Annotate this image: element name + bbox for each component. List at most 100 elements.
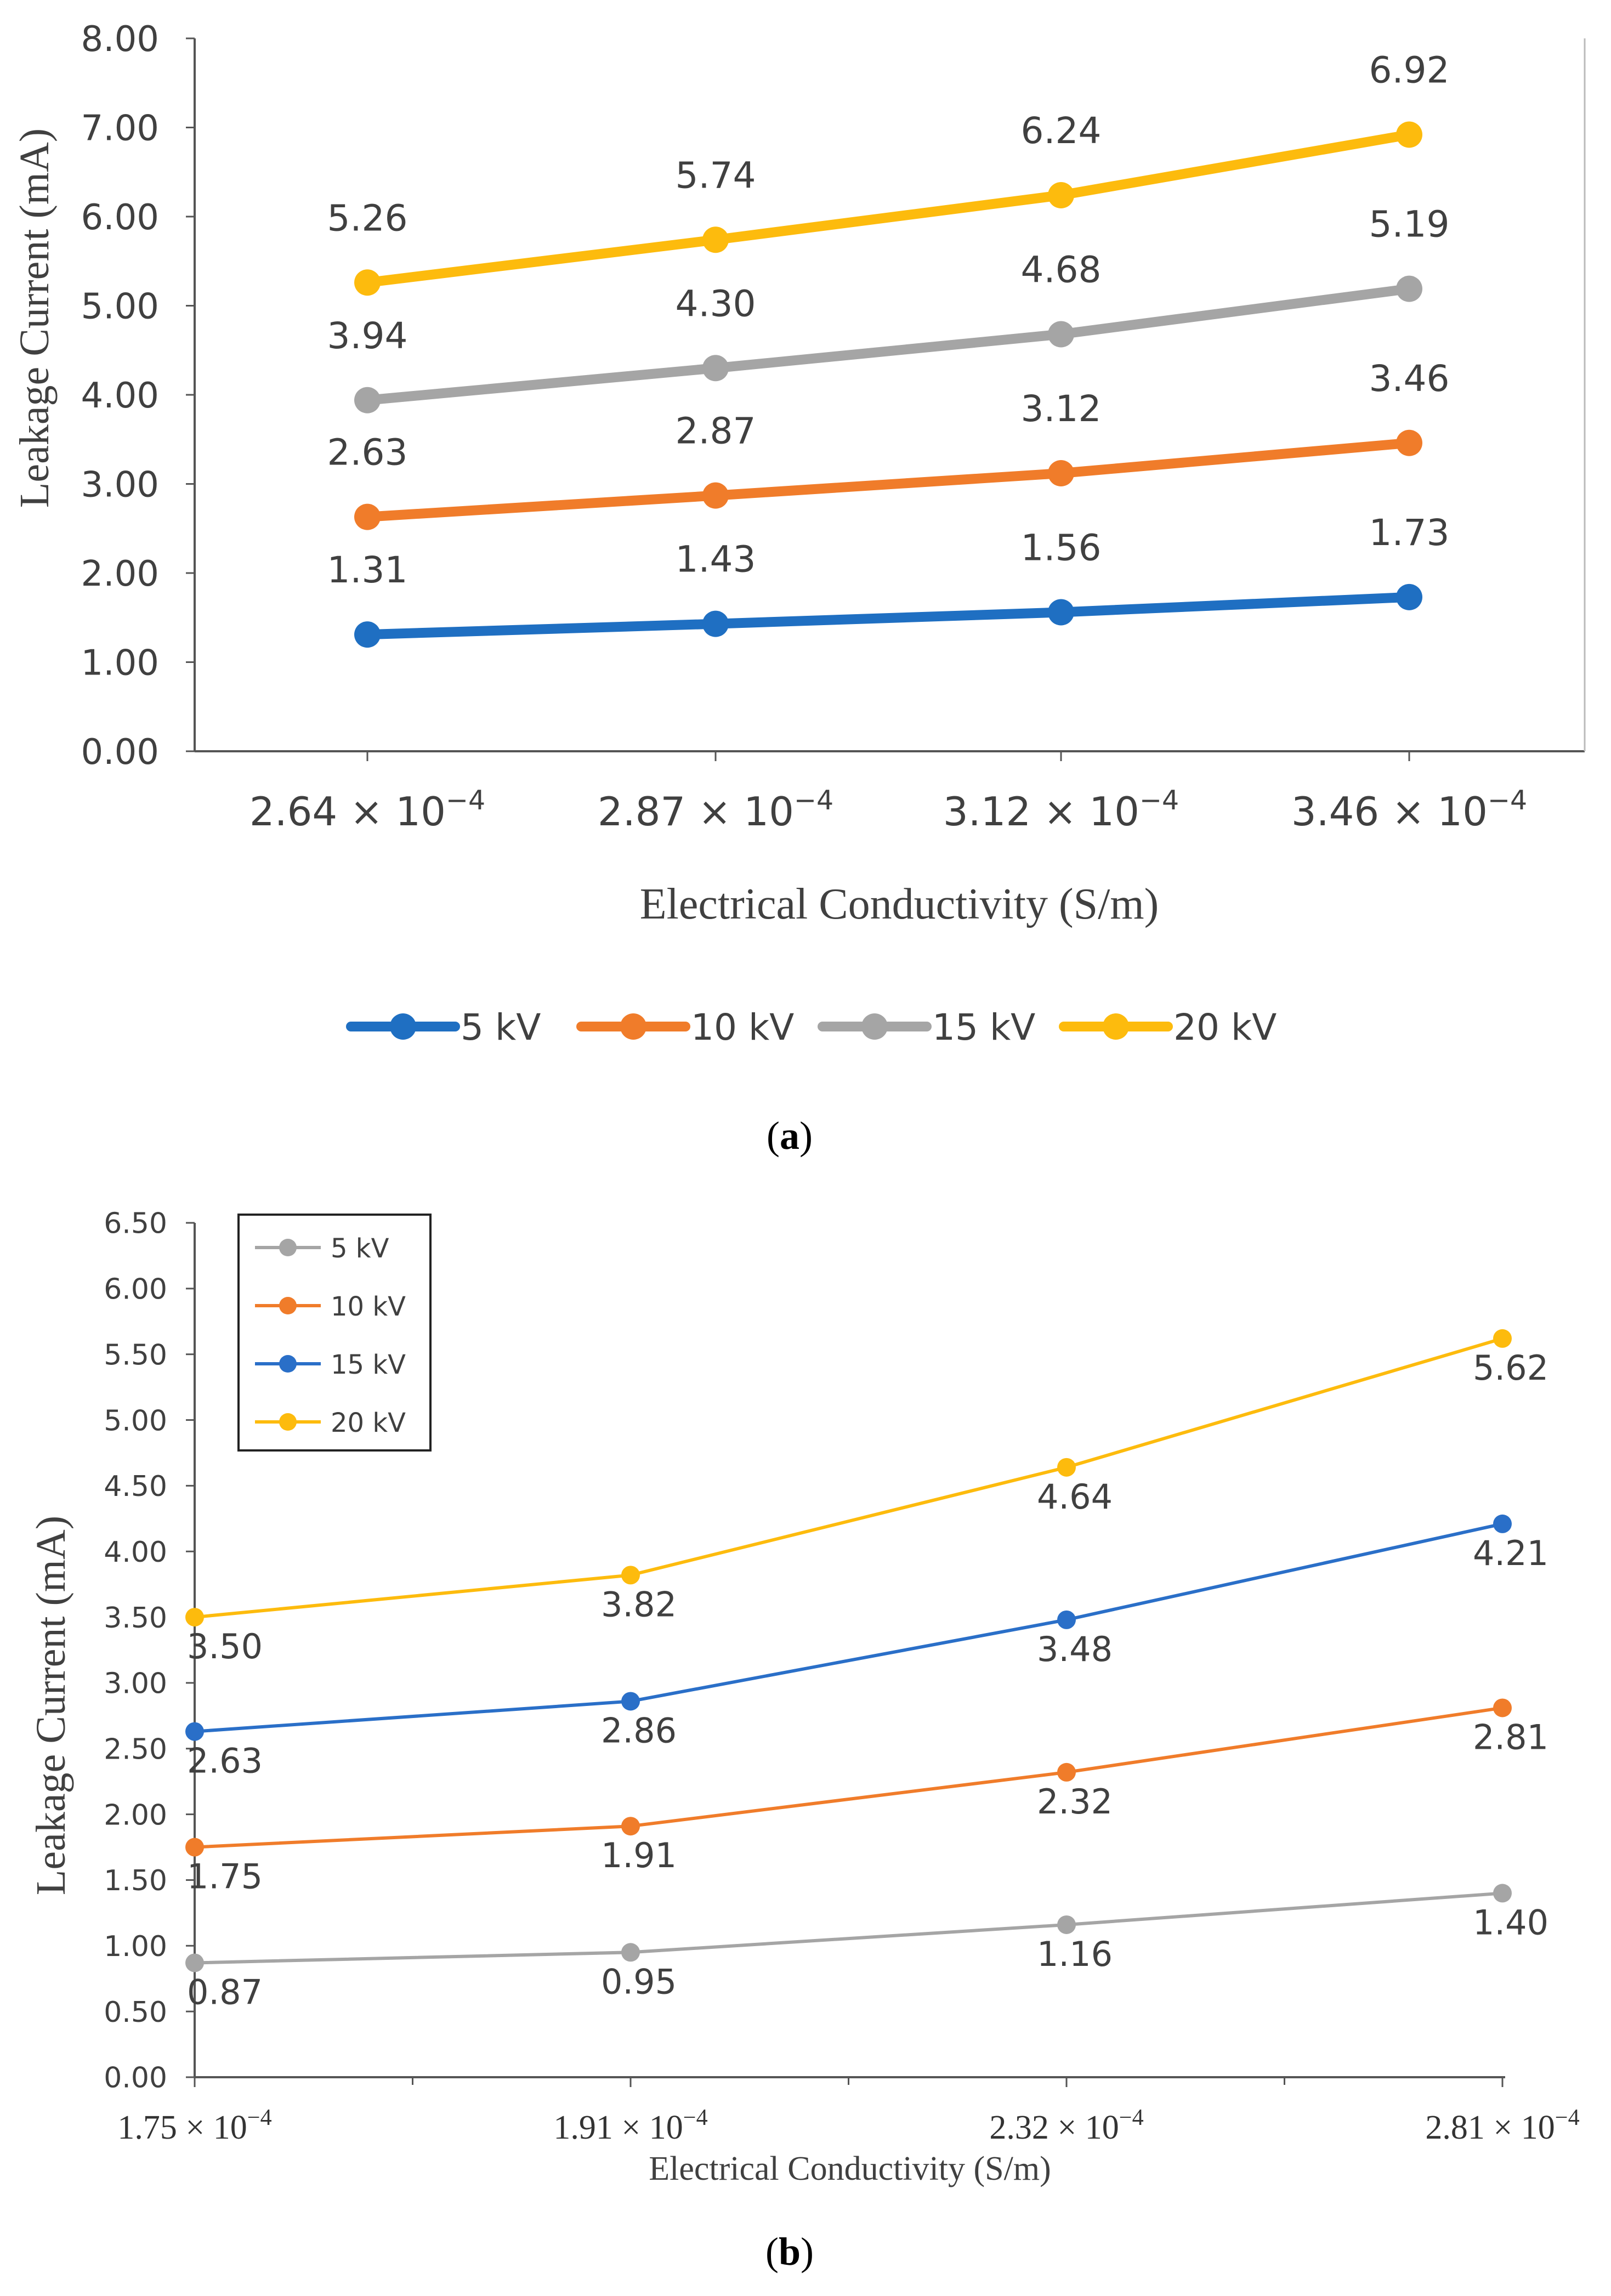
data-point xyxy=(1048,321,1074,348)
chart-a-caption: (a) xyxy=(767,1114,813,1158)
data-label: 2.63 xyxy=(187,1741,263,1781)
data-point xyxy=(702,355,729,382)
data-point xyxy=(1493,1884,1512,1903)
data-point xyxy=(702,610,729,637)
series-line-20-kv xyxy=(362,129,1414,288)
series-line-15-kv xyxy=(193,1522,1504,1733)
data-label: 1.73 xyxy=(1369,512,1450,554)
legend-label: 10 kV xyxy=(691,1006,794,1048)
legend-swatch-marker xyxy=(620,1013,646,1040)
legend-label: 15 kV xyxy=(932,1006,1035,1048)
y-tick-label: 2.00 xyxy=(104,1799,167,1832)
chart-panel-b: 0.00 0.50 1.00 1.50 2.00 2.50 3.00 3.50 4.00 4.50… xyxy=(28,1207,1580,2274)
legend-swatch-marker xyxy=(390,1013,416,1040)
data-point xyxy=(702,226,729,253)
data-label: 2.87 xyxy=(676,410,756,452)
series-line-10-kv xyxy=(193,1706,1504,1849)
x-tick-label: 2.32 × 10−4 xyxy=(989,2105,1143,2146)
data-label: 4.30 xyxy=(676,282,756,325)
data-label: 3.48 xyxy=(1037,1629,1113,1669)
data-point xyxy=(1057,1610,1076,1629)
y-tick-label: 4.00 xyxy=(81,376,160,416)
data-label: 1.31 xyxy=(327,549,408,591)
y-tick-label: 6.50 xyxy=(104,1207,167,1240)
data-point xyxy=(1396,121,1422,148)
data-point xyxy=(1396,275,1422,302)
legend-label: 10 kV xyxy=(331,1291,406,1322)
data-point xyxy=(185,1608,204,1627)
data-label: 3.50 xyxy=(187,1626,263,1666)
y-tick-label: 0.50 xyxy=(104,1996,167,2029)
data-label: 1.43 xyxy=(676,538,756,581)
data-label: 1.40 xyxy=(1473,1902,1548,1942)
data-label: 2.63 xyxy=(327,432,408,474)
x-tick-label: 3.46 × 10−4 xyxy=(1291,785,1527,835)
y-tick-label: 6.00 xyxy=(104,1273,167,1306)
data-point xyxy=(1057,1762,1076,1782)
data-point xyxy=(1057,1915,1076,1934)
data-label: 1.56 xyxy=(1021,527,1102,569)
y-tick-label: 3.00 xyxy=(81,465,160,506)
series-line-10-kv xyxy=(362,438,1414,522)
data-label: 3.82 xyxy=(601,1584,677,1624)
y-tick-label: 5.00 xyxy=(104,1404,167,1437)
series-line-20-kv xyxy=(193,1336,1504,1619)
chart-a-series xyxy=(354,121,1422,648)
y-tick-label: 1.50 xyxy=(104,1864,167,1897)
legend-swatch-marker xyxy=(861,1013,888,1040)
data-point xyxy=(1493,1329,1512,1348)
y-tick-label: 4.00 xyxy=(104,1536,167,1569)
legend-label: 20 kV xyxy=(1173,1006,1277,1048)
chart-a-x-axis-title: Electrical Conductivity (S/m) xyxy=(640,880,1159,928)
data-label: 2.32 xyxy=(1037,1782,1113,1822)
chart-b-y-axis-title: Leakage Current (mA) xyxy=(28,1516,74,1895)
data-point xyxy=(621,1943,640,1962)
y-tick-label: 3.00 xyxy=(104,1668,167,1700)
series-line-15-kv xyxy=(362,284,1414,405)
chart-a-legend: 5 kV 10 kV 15 kV 20 kV xyxy=(346,1006,1277,1048)
y-tick-label: 2.00 xyxy=(81,554,160,594)
data-label: 5.62 xyxy=(1473,1348,1548,1388)
y-tick-label: 5.00 xyxy=(81,287,160,327)
series-line-5-kv xyxy=(193,1891,1504,1965)
data-point xyxy=(702,482,729,509)
data-point xyxy=(354,621,381,648)
chart-a-y-axis-title: Leakage Current (mA) xyxy=(12,128,58,508)
chart-panel-a: 0.00 1.00 2.00 3.00 4.00 5.00 6.00 7.00 8.00 2.6… xyxy=(12,19,1586,1158)
data-label: 1.16 xyxy=(1037,1934,1113,1974)
legend-swatch-marker xyxy=(279,1297,297,1314)
data-label: 0.87 xyxy=(187,1972,263,2012)
chart-b-legend: 5 kV 10 kV 15 kV 20 kV xyxy=(237,1214,432,1452)
y-tick-label: 0.00 xyxy=(104,2062,167,2095)
data-point xyxy=(354,269,381,296)
chart-b-y-ticks: 0.00 0.50 1.00 1.50 2.00 2.50 3.00 3.50 4.00 4.50… xyxy=(104,1207,195,2095)
data-point xyxy=(185,1722,204,1741)
data-point xyxy=(621,1566,640,1585)
data-label: 2.86 xyxy=(601,1710,677,1750)
data-point xyxy=(1048,182,1074,208)
y-tick-label: 4.50 xyxy=(104,1470,167,1503)
data-point xyxy=(1493,1698,1512,1717)
data-label: 5.19 xyxy=(1369,203,1450,246)
data-label: 3.46 xyxy=(1369,358,1450,400)
data-label: 0.95 xyxy=(601,1961,677,2002)
data-label: 3.12 xyxy=(1021,388,1102,430)
legend-box xyxy=(237,1214,432,1452)
data-point xyxy=(1396,429,1422,456)
legend-swatch-marker xyxy=(279,1355,297,1373)
data-point xyxy=(1057,1458,1076,1477)
legend-swatch-marker xyxy=(1103,1013,1129,1040)
chart-b-x-axis-title: Electrical Conductivity (S/m) xyxy=(649,2150,1051,2187)
data-point xyxy=(1396,583,1422,610)
x-tick-label: 1.91 × 10−4 xyxy=(553,2105,707,2146)
data-point xyxy=(354,503,381,530)
data-label: 4.68 xyxy=(1021,249,1102,291)
x-tick-label: 2.64 × 10−4 xyxy=(249,785,485,835)
x-tick-label: 1.75 × 10−4 xyxy=(117,2105,271,2146)
chart-a-data-labels: 1.31 1.43 1.56 1.73 2.63 2.87 3.12 3.46 3.94 4.30… xyxy=(327,49,1450,592)
y-tick-label: 7.00 xyxy=(81,109,160,149)
y-tick-label: 8.00 xyxy=(81,19,160,60)
legend-label: 15 kV xyxy=(331,1350,406,1380)
legend-label: 20 kV xyxy=(331,1408,406,1438)
